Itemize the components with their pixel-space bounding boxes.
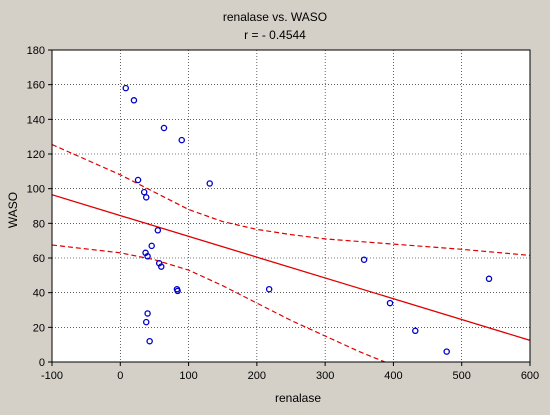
regression-line xyxy=(52,194,530,341)
x-tick-label: -100 xyxy=(41,370,63,382)
data-point xyxy=(146,337,153,345)
x-tick-label: 300 xyxy=(316,370,334,382)
y-tick-label: 140 xyxy=(27,114,45,126)
data-point xyxy=(144,310,151,317)
data-point xyxy=(154,227,162,234)
data-point xyxy=(144,253,151,260)
data-point xyxy=(142,194,150,201)
data-point xyxy=(122,84,129,92)
x-tick-label: 0 xyxy=(117,370,123,382)
y-tick-label: 60 xyxy=(33,253,45,265)
confidence-band-lower xyxy=(52,244,387,362)
data-points xyxy=(122,84,493,355)
data-point xyxy=(142,318,150,326)
chart-title: renalase vs. WASO xyxy=(223,10,327,24)
chart-subtitle: r = - 0.4544 xyxy=(244,28,306,42)
x-tick-label: 200 xyxy=(248,370,266,382)
x-axis-label: renalase xyxy=(275,391,321,405)
y-tick-label: 20 xyxy=(33,322,45,334)
y-tick-label: 160 xyxy=(27,80,45,92)
data-point xyxy=(140,188,148,196)
y-axis-ticks: 0 20 40 60 80 100 120 140 160 180 xyxy=(27,45,52,369)
data-point xyxy=(443,348,450,355)
y-tick-label: 100 xyxy=(27,184,45,196)
regression-line-group xyxy=(52,194,530,341)
data-point xyxy=(130,97,138,104)
x-tick-label: 100 xyxy=(179,370,197,382)
data-point xyxy=(412,327,419,335)
data-point xyxy=(174,287,181,295)
plot-frame xyxy=(51,49,531,363)
x-tick-label: 500 xyxy=(453,370,471,382)
data-point xyxy=(148,242,155,250)
y-tick-label: 180 xyxy=(27,45,45,57)
data-point xyxy=(265,285,273,293)
data-point xyxy=(386,299,394,307)
y-axis-label: WASO xyxy=(6,192,20,228)
x-axis-ticks: -100 0 100 200 300 400 500 600 xyxy=(41,362,539,382)
data-point xyxy=(485,275,493,283)
data-point xyxy=(360,256,368,263)
data-point xyxy=(206,180,213,187)
data-point xyxy=(158,263,165,270)
data-point xyxy=(160,124,168,132)
data-point xyxy=(178,136,185,144)
x-tick-label: 400 xyxy=(384,370,402,382)
x-tick-label: 600 xyxy=(521,370,539,382)
y-tick-label: 40 xyxy=(33,288,45,300)
y-tick-label: 80 xyxy=(33,218,45,230)
y-tick-label: 120 xyxy=(27,149,45,161)
data-point xyxy=(134,176,142,184)
confidence-band-upper xyxy=(52,143,530,256)
confidence-band xyxy=(52,143,530,362)
y-tick-label: 0 xyxy=(39,357,45,369)
plot-area xyxy=(52,50,530,362)
